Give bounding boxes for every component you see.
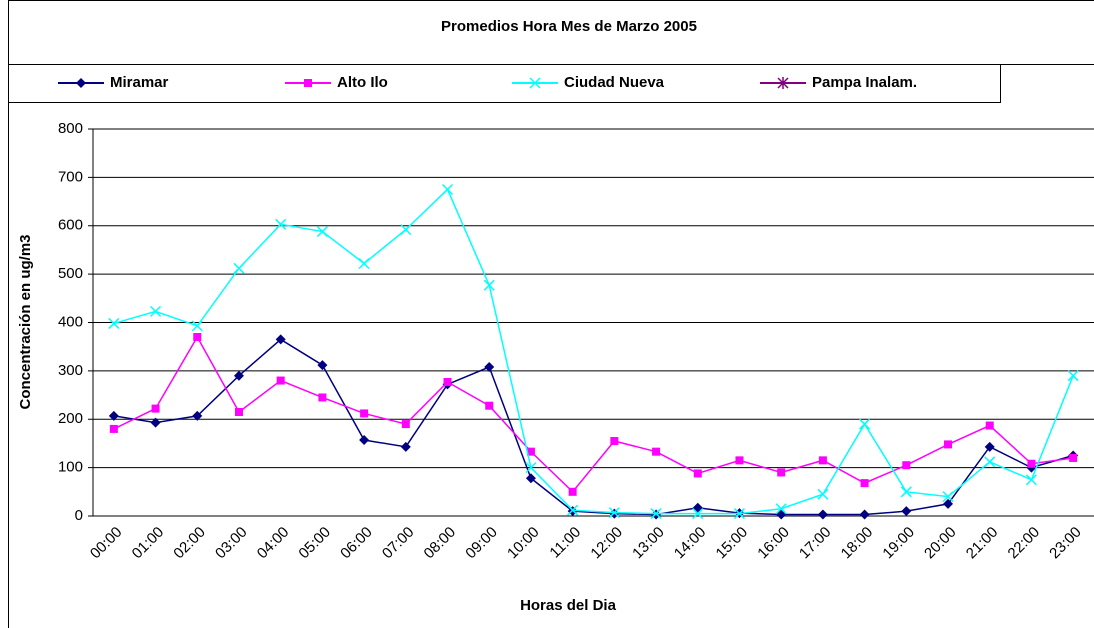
marker [984,456,996,468]
marker [109,424,118,433]
marker [859,418,871,430]
marker [151,404,160,413]
legend-label: Miramar [110,74,169,91]
marker [358,257,370,270]
marker [108,317,120,329]
marker [191,320,203,332]
marker [567,504,579,516]
marker [1027,459,1036,468]
marker [608,507,620,519]
marker [193,333,202,342]
marker [316,226,328,238]
legend-box [8,64,1001,103]
series-line [113,188,1074,515]
legend-marker [777,77,789,89]
marker [360,409,369,418]
marker [775,503,787,515]
y-tick-label: 100 [58,459,83,476]
x-axis-label: Horas del Dia [520,597,617,614]
marker [192,410,203,421]
chart-title: Promedios Hora Mes de Marzo 2005 [441,18,697,35]
marker [693,469,702,478]
marker [818,456,827,465]
marker [359,435,370,446]
marker [441,183,454,195]
marker [526,447,535,456]
marker [568,487,577,496]
y-tick-label: 700 [58,168,83,185]
marker [318,393,327,402]
marker [400,224,412,236]
legend-label: Ciudad Nueva [564,74,665,91]
marker [735,456,744,465]
series-line [113,335,1074,493]
y-tick-label: 0 [75,507,83,524]
legend-marker [529,77,541,89]
series-line [113,338,1074,516]
marker [275,218,287,230]
marker [902,461,911,470]
marker [817,488,829,500]
marker [483,279,495,291]
y-tick-label: 500 [58,265,83,282]
y-axis-label: Concentración en ug/m3 [17,234,34,409]
marker [150,305,162,317]
marker [733,508,746,520]
marker [942,491,954,503]
y-tick-label: 300 [58,362,83,379]
marker [692,508,704,520]
marker [400,441,411,452]
marker [985,421,994,430]
title-box [8,0,1094,65]
marker [900,486,912,498]
marker [275,334,286,345]
marker [610,437,619,446]
marker [817,509,828,520]
legend-marker [76,78,86,88]
legend-label: Alto Ilo [337,74,388,91]
legend-marker [304,79,312,87]
marker [150,417,161,428]
marker [317,360,328,371]
marker [901,506,912,517]
y-tick-label: 200 [58,410,83,427]
marker [1067,370,1079,382]
y-tick-label: 600 [58,217,83,234]
legend-label: Pampa Inalam. [812,74,917,91]
marker [525,473,536,484]
chart-frame [8,0,1094,628]
marker [108,410,119,421]
y-tick-label: 800 [58,120,83,137]
marker [859,509,870,520]
marker [233,370,244,381]
y-tick-label: 400 [58,313,83,330]
marker [525,462,537,474]
marker [1069,453,1078,462]
marker [944,440,953,449]
marker [1025,474,1037,486]
marker [652,447,661,456]
marker [233,262,245,274]
marker [860,479,869,488]
marker [777,468,786,477]
marker [401,420,410,429]
marker [485,401,494,410]
marker [650,508,662,520]
marker [484,362,495,373]
marker [276,376,285,385]
marker [234,407,243,416]
marker [984,441,995,452]
marker [943,498,954,509]
marker [443,378,452,387]
